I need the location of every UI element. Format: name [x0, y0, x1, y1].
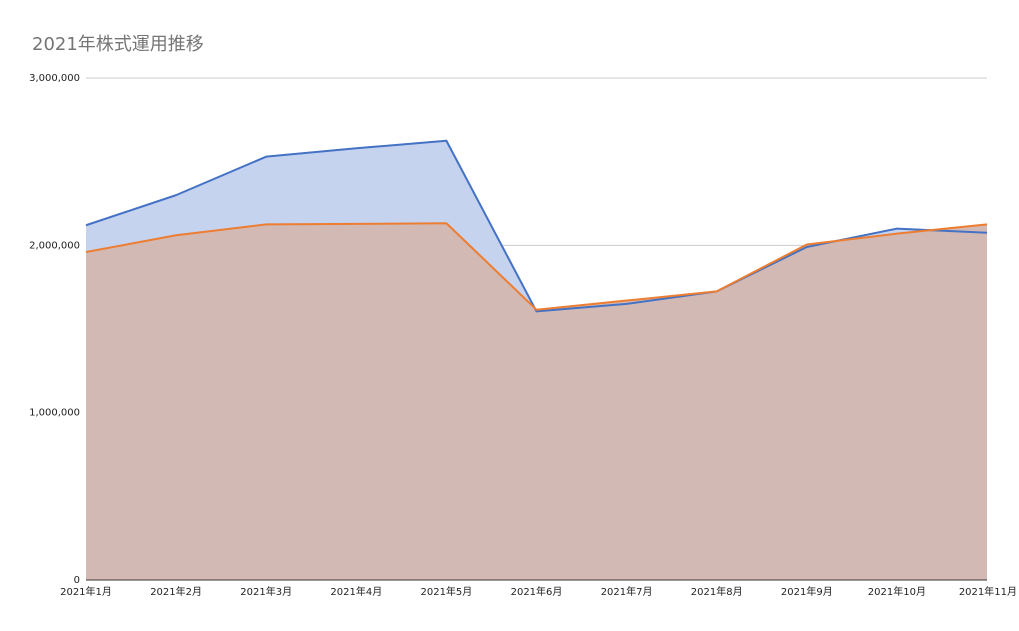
x-tick-label: 2021年7月 [601, 585, 653, 598]
series-2-line [85, 222, 988, 311]
y-tick-label: 0 [74, 575, 80, 586]
y-axis-tick-labels: 0 1,000,000 2,000,000 3,000,000 [29, 73, 80, 586]
x-tick-label: 2021年9月 [781, 585, 833, 598]
x-tick-label: 2021年6月 [511, 585, 563, 598]
y-tick-label: 3,000,000 [29, 73, 80, 84]
x-tick-label: 2021年10月 [868, 585, 926, 598]
x-tick-label: 2021年4月 [330, 585, 382, 598]
y-tick-label: 1,000,000 [29, 408, 80, 419]
y-tick-label: 2,000,000 [29, 240, 80, 251]
x-tick-label: 2021年1月 [60, 585, 112, 598]
chart-title: 2021年株式運用推移 [32, 34, 204, 55]
series-lines [85, 139, 988, 313]
x-tick-label: 2021年11月 [959, 585, 1017, 598]
area-fills [86, 140, 987, 580]
x-axis-tick-labels: 2021年1月 2021年2月 2021年3月 2021年4月 2021年5月 2021年… [60, 585, 1017, 598]
x-tick-label: 2021年3月 [240, 585, 292, 598]
x-tick-label: 2021年5月 [420, 585, 472, 598]
x-tick-label: 2021年8月 [691, 585, 743, 598]
x-tick-label: 2021年2月 [150, 585, 202, 598]
series-2-area [86, 223, 987, 580]
